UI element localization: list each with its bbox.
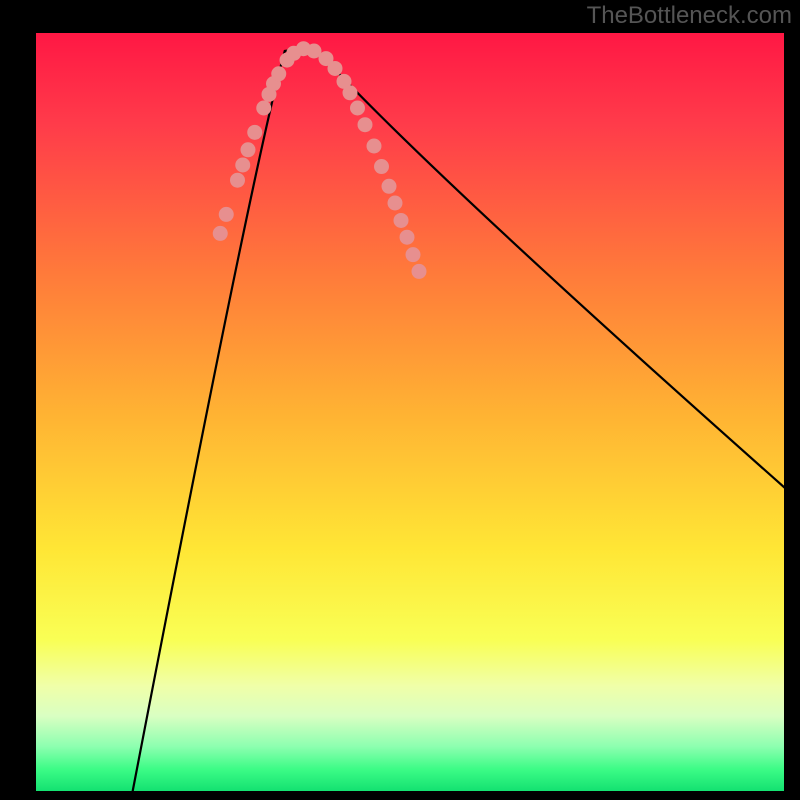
- data-marker: [400, 230, 415, 245]
- data-marker: [412, 264, 427, 279]
- data-marker: [406, 247, 421, 262]
- watermark-text: TheBottleneck.com: [587, 2, 792, 30]
- data-marker: [235, 158, 250, 173]
- data-marker: [256, 101, 271, 116]
- data-marker: [271, 66, 286, 81]
- data-marker: [230, 173, 245, 188]
- data-marker: [219, 207, 234, 222]
- data-marker: [350, 101, 365, 116]
- data-marker: [328, 61, 343, 76]
- data-marker: [367, 139, 382, 154]
- data-marker: [358, 117, 373, 132]
- data-marker: [382, 179, 397, 194]
- data-marker: [388, 196, 403, 211]
- bottleneck-chart: [0, 0, 800, 800]
- data-marker: [374, 159, 389, 174]
- data-marker: [241, 142, 256, 157]
- data-marker: [343, 85, 358, 100]
- data-marker: [213, 226, 228, 241]
- data-marker: [394, 213, 409, 228]
- data-marker: [247, 125, 262, 140]
- chart-container: TheBottleneck.com: [0, 0, 800, 800]
